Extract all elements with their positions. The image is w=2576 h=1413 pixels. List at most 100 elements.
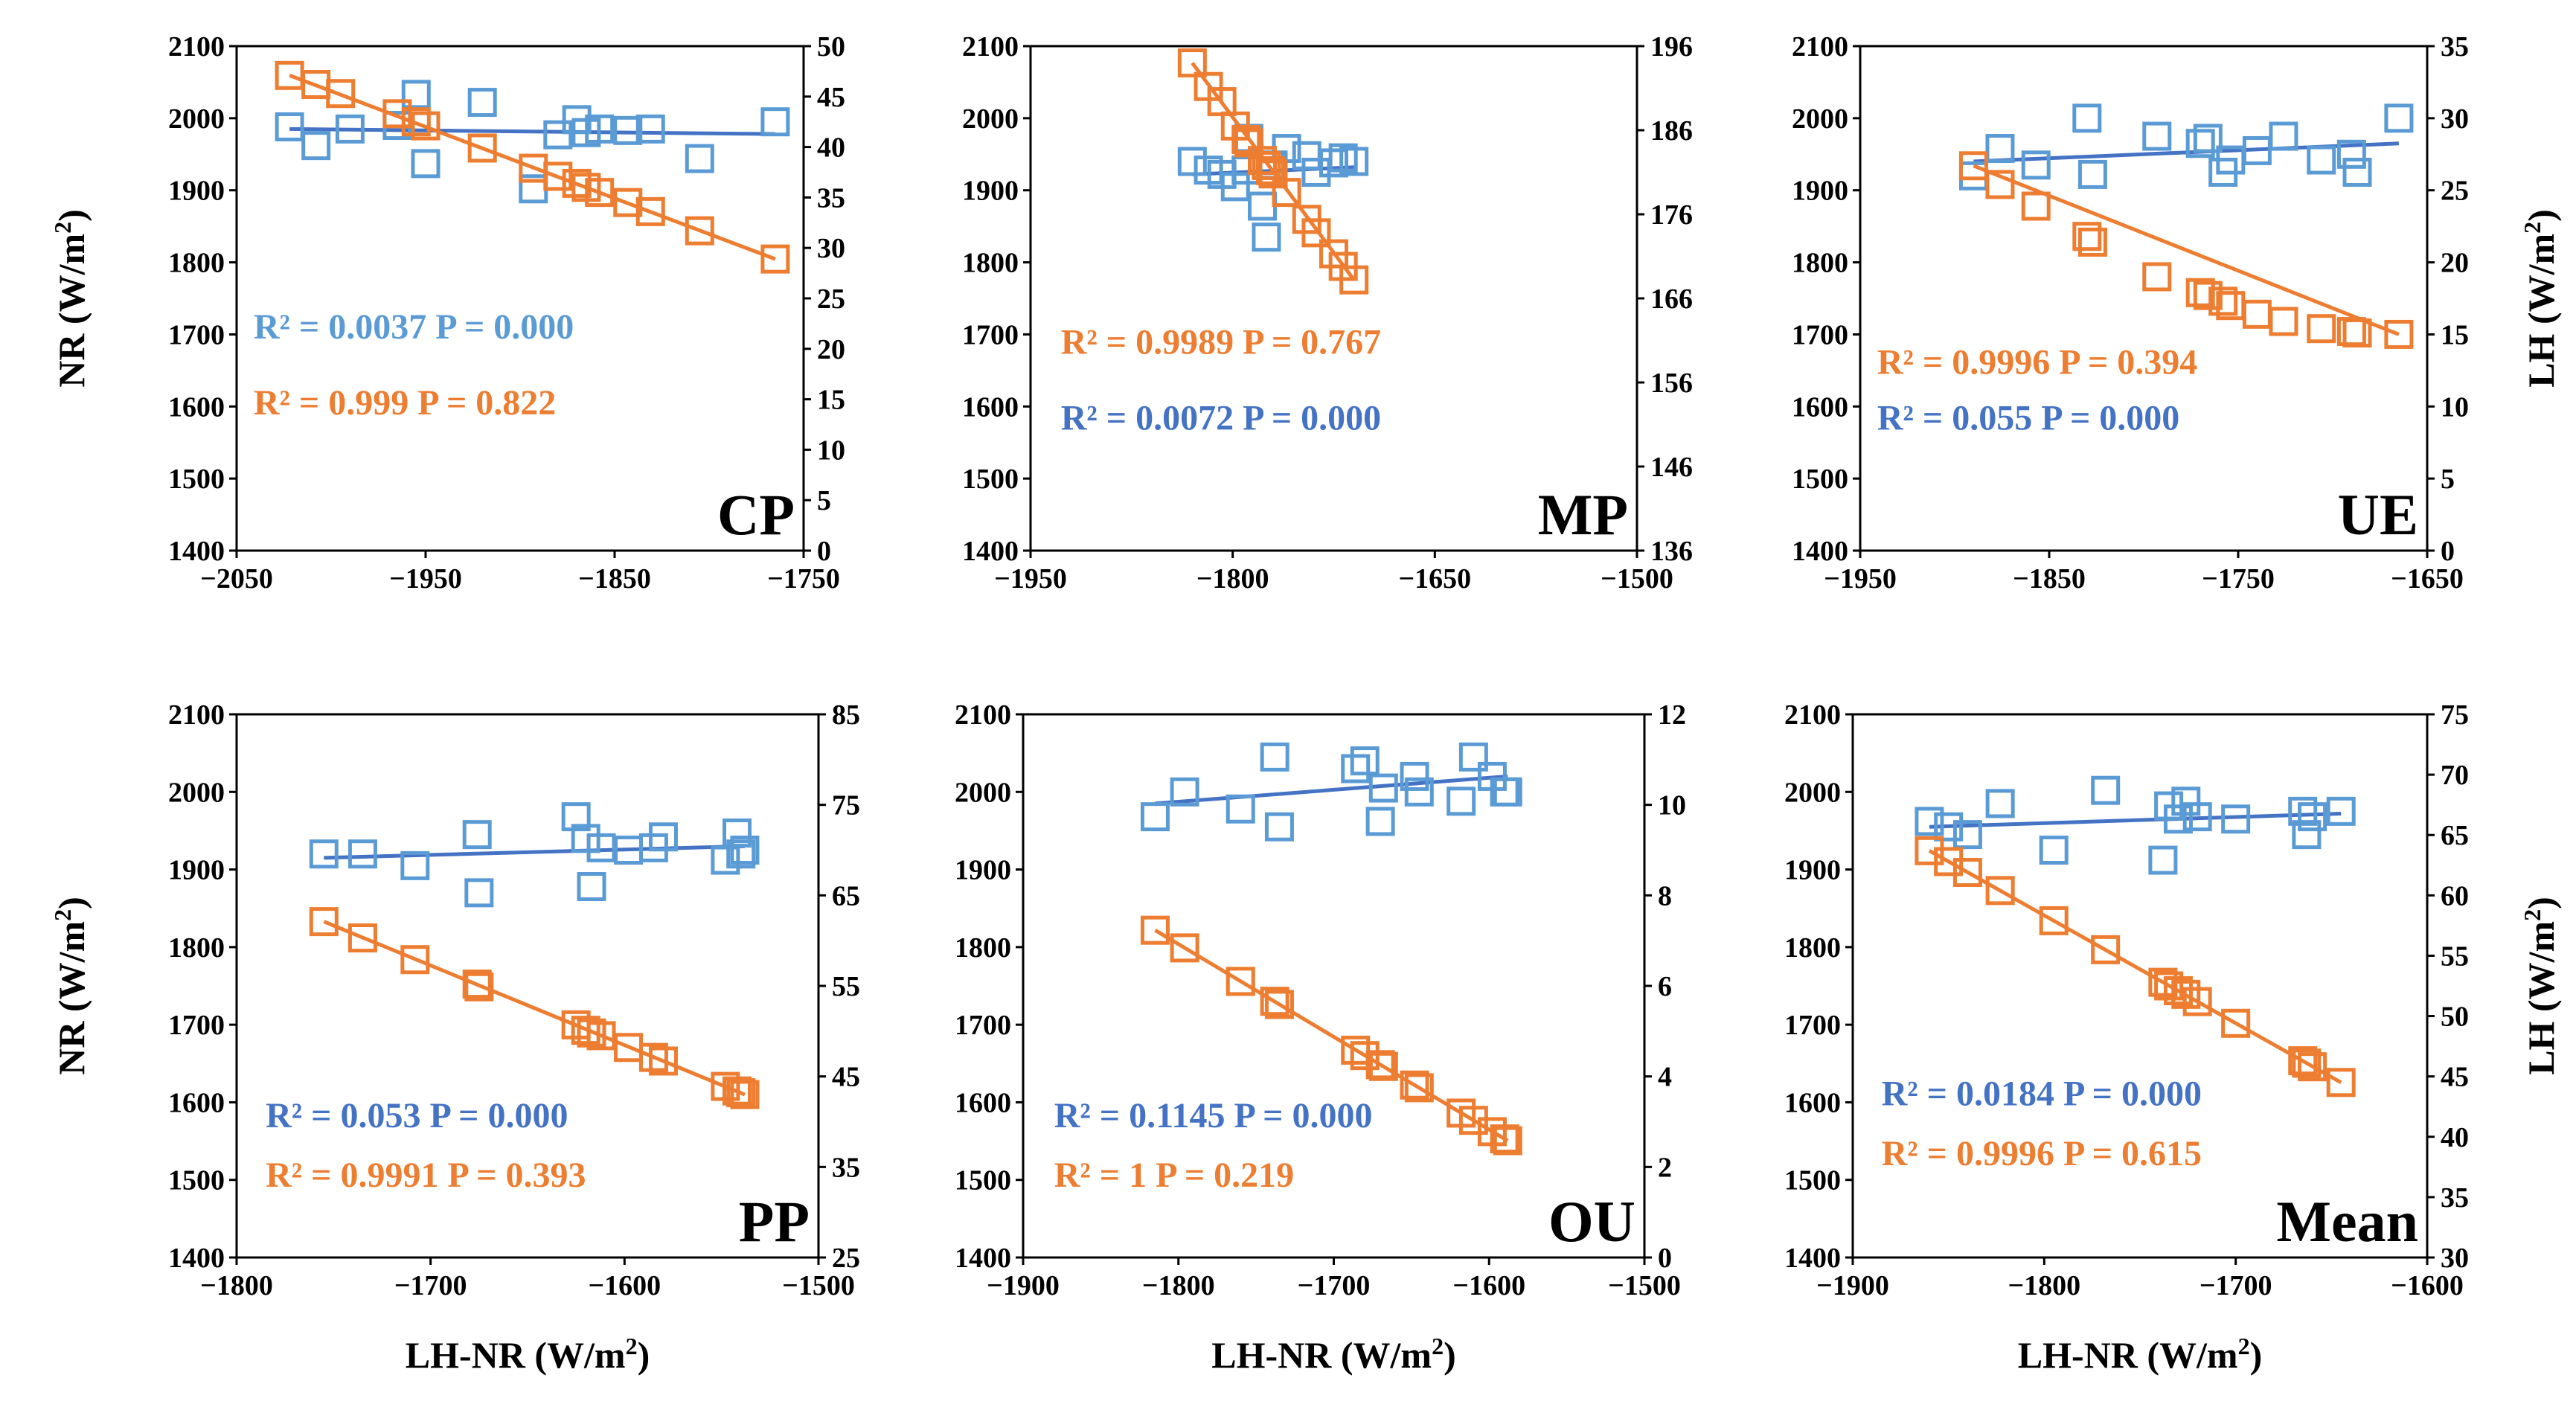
- y2-tick-label: 55: [832, 971, 860, 1002]
- nr-point: [635, 114, 665, 144]
- y2-tick-label: 10: [817, 435, 845, 466]
- panel-cp: 1400 1500 1600 1700 1800 1900 2000 2100 0 5 10 15 20…: [49, 31, 845, 595]
- nr-point: [2072, 103, 2102, 133]
- nr-point: [2091, 775, 2121, 805]
- y2-tick-label: 30: [2441, 103, 2469, 135]
- y-tick-label: 1800: [1792, 248, 1848, 279]
- lh-point: [2326, 1068, 2356, 1098]
- regression-stat: R² = 0.0072 P = 0.000: [1061, 398, 1381, 438]
- y-tick-label: 1700: [1784, 1010, 1841, 1041]
- y-tick-label: 1900: [1784, 855, 1841, 886]
- lh-fit-line: [323, 920, 746, 1097]
- y2-tick-label: 70: [2441, 760, 2469, 791]
- nr-point: [1328, 143, 1358, 173]
- nr-fit-line: [324, 844, 746, 860]
- x-tick-label: −1700: [2199, 1270, 2272, 1301]
- lh-point: [1952, 858, 1982, 888]
- lh-point: [467, 133, 497, 163]
- lh-point: [2154, 971, 2184, 1001]
- nr-point: [586, 833, 616, 862]
- lh-point: [2292, 1048, 2322, 1078]
- y2-tick-label: 6: [1658, 971, 1672, 1002]
- plot-frame: [1029, 45, 1638, 552]
- lh-point: [1140, 915, 1170, 945]
- nr-point: [723, 818, 752, 848]
- lh-point: [562, 168, 592, 198]
- lh-point: [1225, 967, 1255, 996]
- lh-point: [571, 1016, 600, 1045]
- lh-point: [382, 99, 412, 129]
- regression-stat: R² = 0.9996 P = 0.394: [1877, 343, 2197, 382]
- lh-point: [1272, 178, 1301, 208]
- nr-point: [1248, 191, 1278, 221]
- y-tick-label: 1800: [1784, 932, 1841, 964]
- lh-point: [1252, 150, 1281, 180]
- nr-point: [577, 872, 606, 902]
- lh-point: [1260, 987, 1289, 1016]
- x-tick-label: −1950: [1824, 563, 1897, 595]
- y2-tick-label: 20: [817, 334, 845, 365]
- nr-point: [1170, 777, 1199, 807]
- lh-point: [347, 923, 377, 953]
- x-axis-label: LH-NR (W/m2): [2018, 1333, 2262, 1376]
- y-tick-label: 2100: [1792, 31, 1848, 63]
- y2-tick-label: 25: [2441, 176, 2469, 207]
- nr-point: [1252, 222, 1281, 252]
- lh-point: [2039, 906, 2069, 935]
- nr-point: [1350, 746, 1380, 776]
- y-tick-label: 2000: [168, 103, 225, 135]
- nr-point: [2148, 845, 2178, 875]
- lh-point: [2242, 299, 2272, 329]
- x-tick-label: −1850: [2013, 563, 2086, 595]
- y-tick-label: 1700: [168, 319, 225, 350]
- nr-point: [2182, 802, 2212, 832]
- y-tick-label: 1700: [962, 319, 1019, 350]
- lh-point: [464, 972, 494, 1002]
- y2-tick-label: 75: [832, 790, 860, 821]
- lh-point: [638, 1042, 668, 1072]
- nr-point: [1140, 802, 1170, 832]
- lh-point: [760, 244, 790, 274]
- y-tick-label: 1900: [955, 855, 1011, 886]
- nr-point: [2193, 124, 2223, 153]
- nr-point: [309, 839, 339, 869]
- y2-tick-label: 30: [817, 233, 845, 264]
- nr-point: [2336, 139, 2366, 169]
- y2-tick-label: 40: [817, 132, 845, 164]
- nr-point: [1404, 777, 1434, 807]
- left-axis-label: NR (W/m2): [49, 897, 92, 1075]
- y-tick-label: 1900: [962, 176, 1019, 207]
- y-tick-label: 1400: [168, 1243, 225, 1274]
- panel-ou: 1400 1500 1600 1700 1800 1900 2000 2100 0 2 4 6 8 10 1…: [955, 699, 1686, 1376]
- nr-point: [2039, 836, 2069, 865]
- lh-point: [1301, 218, 1331, 248]
- y-tick-label: 2000: [962, 103, 1019, 135]
- lh-point: [401, 107, 431, 137]
- x-axis-label: LH-NR (W/m2): [406, 1333, 650, 1376]
- y2-tick-label: 60: [2441, 880, 2469, 911]
- y-tick-label: 2000: [168, 777, 225, 808]
- regression-stat: R² = 0.9996 P = 0.615: [1882, 1134, 2202, 1173]
- y-tick-label: 2100: [168, 31, 225, 63]
- nr-point: [561, 802, 591, 832]
- nr-point: [730, 836, 760, 865]
- y2-tick-label: 4: [1658, 1062, 1672, 1093]
- y2-tick-label: 15: [2441, 319, 2469, 350]
- regression-stat: R² = 0.0184 P = 0.000: [1882, 1074, 2202, 1114]
- y-tick-label: 1800: [168, 248, 225, 279]
- lh-point: [309, 907, 339, 937]
- y2-tick-label: 35: [817, 182, 845, 214]
- nr-point: [400, 850, 430, 880]
- regression-stat: R² = 0.9989 P = 0.767: [1061, 323, 1381, 362]
- x-tick-label: −1700: [394, 1270, 467, 1301]
- nr-point: [1446, 786, 1476, 816]
- nr-point: [2288, 796, 2318, 826]
- y-tick-label: 1400: [962, 536, 1019, 567]
- lh-point: [326, 79, 356, 109]
- lh-point: [1958, 151, 1988, 181]
- y-tick-label: 1600: [168, 1087, 225, 1118]
- y2-tick-label: 196: [1650, 31, 1693, 63]
- y2-tick-label: 176: [1650, 199, 1693, 231]
- panel-title: MP: [1538, 482, 1628, 547]
